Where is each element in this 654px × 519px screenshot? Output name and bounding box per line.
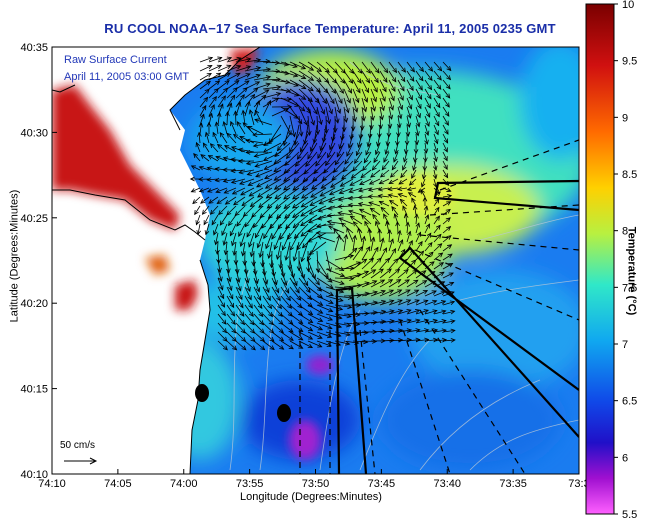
survey-boxes	[335, 179, 579, 474]
colorbar-tick-label: 6.5	[622, 396, 637, 408]
scale-arrow	[64, 457, 98, 465]
y-axis-label: Latitude (Degrees:Minutes)	[8, 189, 21, 323]
colorbar-tick-label: 9	[622, 112, 628, 124]
x-tick-label: 73:3	[568, 478, 589, 490]
colorbar-tick-label: 8.5	[622, 169, 637, 181]
x-tick-label: 73:55	[236, 478, 264, 490]
colorbar-tick-label: 6	[622, 452, 628, 464]
x-axis: 74:10 74:05 74:00 73:55 73:50 73:45 73:40 73:35…	[38, 469, 590, 490]
radial-lines	[299, 139, 579, 474]
colorbar-tick-label: 9.5	[622, 56, 637, 68]
site-marker	[277, 404, 291, 422]
overlay-line2: April 11, 2005 03:00 GMT	[64, 71, 190, 83]
current-vectors	[189, 56, 456, 351]
colorbar-tick-label: 5.5	[622, 509, 637, 519]
colorbar-tick-label: 8	[622, 226, 628, 238]
x-tick-label: 73:45	[368, 478, 396, 490]
overlay-line1: Raw Surface Current	[64, 54, 167, 66]
colorbar	[585, 3, 615, 515]
y-tick-label: 40:30	[20, 127, 48, 139]
map-title: RU COOL NOAA−17 Sea Surface Temperature:…	[104, 21, 556, 36]
y-tick-label: 40:10	[20, 469, 48, 481]
site-marker	[195, 384, 209, 402]
scale-label: 50 cm/s	[60, 440, 95, 451]
sst-field	[52, 47, 579, 474]
x-tick-label: 74:00	[170, 478, 198, 490]
x-tick-label: 73:35	[499, 478, 527, 490]
colorbar-tick-label: 7	[622, 339, 628, 351]
y-tick-label: 40:25	[20, 213, 48, 225]
y-axis: 40:35 40:30 40:25 40:20 40:15 40:10	[20, 42, 57, 481]
colorbar-ticks: 10 9.5 9 8.5 8 7.5 7 6.5 6 5.5	[614, 0, 637, 519]
y-tick-label: 40:35	[20, 42, 48, 54]
x-tick-label: 74:10	[38, 478, 66, 490]
x-tick-label: 73:40	[433, 478, 461, 490]
x-tick-label: 74:05	[104, 478, 132, 490]
x-axis-label: Longitude (Degrees:Minutes)	[240, 491, 382, 503]
colorbar-label: Temperature (°C)	[625, 226, 638, 316]
colorbar-tick-label: 7.5	[622, 282, 637, 294]
x-tick-label: 73:50	[302, 478, 330, 490]
y-tick-label: 40:15	[20, 384, 48, 396]
colorbar-tick-label: 10	[622, 0, 634, 11]
y-tick-label: 40:20	[20, 298, 48, 310]
